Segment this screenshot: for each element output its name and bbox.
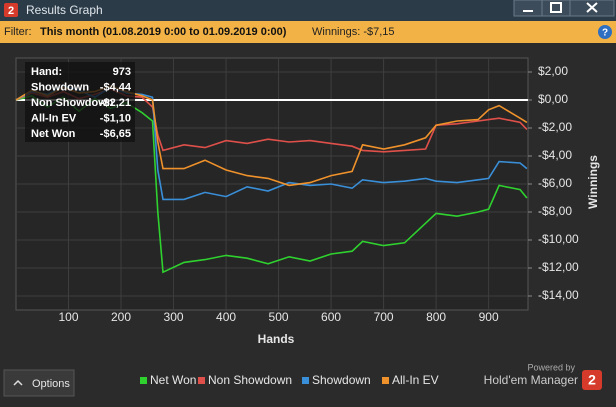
help-icon-text: ? — [602, 28, 608, 39]
summary-value: -$1,10 — [100, 112, 131, 124]
legend-label: Showdown — [312, 373, 371, 387]
x-tick-label: 100 — [58, 310, 78, 324]
summary-label: Showdown — [31, 81, 89, 93]
brand-product: Hold'em Manager — [484, 373, 578, 387]
filter-label: Filter: — [4, 26, 32, 38]
legend-label: Non Showdown — [208, 373, 292, 387]
app-icon-text: 2 — [8, 5, 14, 17]
summary-label: All-In EV — [31, 112, 77, 124]
legend-swatch — [382, 377, 389, 384]
summary-box — [25, 62, 135, 142]
summary-value: -$4,44 — [100, 81, 132, 93]
y-tick-label: -$10,00 — [538, 232, 579, 246]
close-glyph — [586, 2, 598, 13]
y-tick-label: -$8,00 — [538, 204, 572, 218]
summary-value: -$2,21 — [100, 97, 131, 109]
summary-value: -$6,65 — [100, 128, 131, 140]
powered-by: Powered by — [527, 362, 575, 372]
help-icon[interactable] — [598, 25, 612, 39]
filter-range: This month (01.08.2019 0:00 to 01.09.201… — [40, 26, 287, 38]
x-tick-label: 200 — [111, 310, 131, 324]
y-tick-label: $0,00 — [538, 92, 568, 106]
title-bar — [0, 0, 616, 21]
summary-label: Hand: — [31, 66, 62, 78]
legend-label: Net Won — [150, 373, 196, 387]
y-tick-label: -$6,00 — [538, 176, 572, 190]
filter-bar — [0, 21, 616, 43]
summary: Hand: 973 Showdown -$4,44 Non Showdown-$2,21… — [31, 66, 132, 140]
legend-swatch — [302, 377, 309, 384]
x-axis-title: Hands — [258, 332, 295, 346]
x-tick-label: 700 — [374, 310, 394, 324]
y-tick-label: -$14,00 — [538, 288, 579, 302]
y-tick-label: $2,00 — [538, 64, 568, 78]
chart: 100 200 300 400 500 600 700 800 900 $2,00 $0,00 -$2… — [15, 58, 579, 324]
y-tick-label: -$12,00 — [538, 260, 579, 274]
options-chevron — [13, 379, 23, 386]
minimize-button[interactable] — [513, 0, 543, 17]
window-title: Results Graph — [26, 3, 103, 17]
x-tick-label: 500 — [269, 310, 289, 324]
x-tick-label: 400 — [216, 310, 236, 324]
brand-logo — [582, 370, 602, 390]
app-icon — [4, 3, 18, 17]
x-tick-label: 300 — [164, 310, 184, 324]
x-tick-label: 900 — [479, 310, 499, 324]
y-tick-label: -$2,00 — [538, 120, 572, 134]
legend-label: All-In EV — [392, 373, 439, 387]
y-axis-title: Winnings — [586, 155, 600, 209]
x-tick-label: 800 — [426, 310, 446, 324]
x-tick-label: 600 — [321, 310, 341, 324]
brand-logo-text: 2 — [588, 372, 596, 388]
y-tick-label: -$4,00 — [538, 148, 572, 162]
legend-swatch — [198, 377, 205, 384]
filter-winnings: Winnings: -$7,15 — [312, 26, 395, 38]
summary-label: Net Won — [31, 128, 76, 140]
legend-swatch — [140, 377, 147, 384]
maximize-glyph — [550, 2, 562, 13]
summary-value: 973 — [113, 66, 131, 78]
summary-label: Non Showdown — [31, 97, 114, 109]
options-label: Options — [32, 378, 70, 390]
